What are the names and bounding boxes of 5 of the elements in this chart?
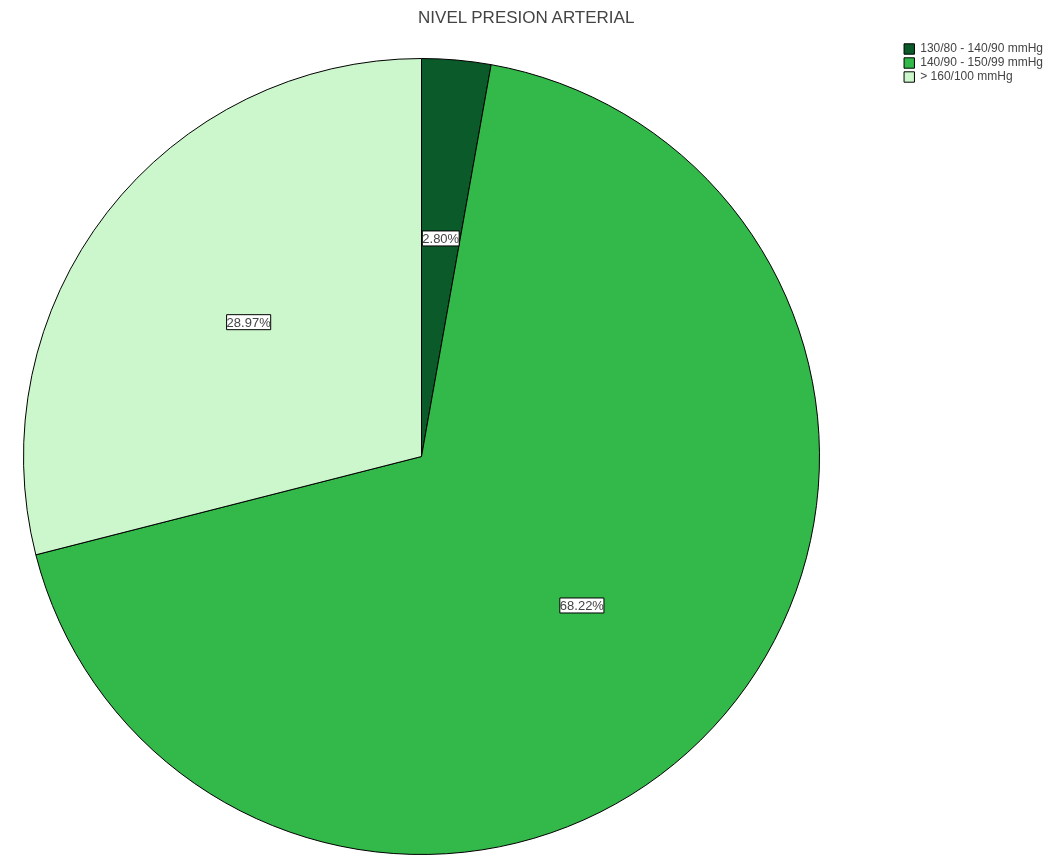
legend-label: 140/90 - 150/99 mmHg: [920, 55, 1043, 69]
legend-label: 130/80 - 140/90 mmHg: [920, 41, 1043, 55]
legend-label: > 160/100 mmHg: [920, 69, 1013, 83]
chart-title: NIVEL PRESION ARTERIAL: [418, 7, 635, 27]
data-label: 2.80%: [422, 230, 460, 246]
